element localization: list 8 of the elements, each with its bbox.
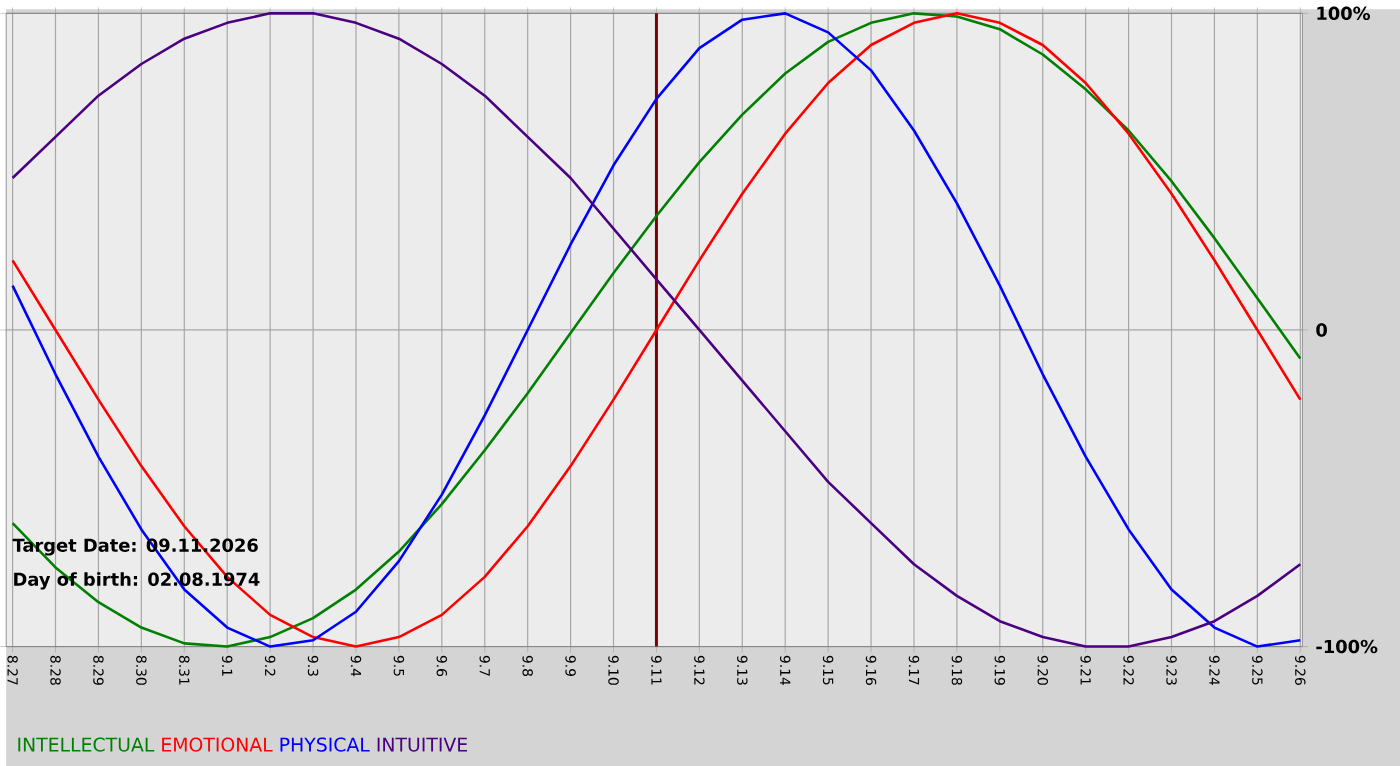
y-tick-label: 100% — [1317, 6, 1371, 21]
text: PHYSICAL — [280, 737, 370, 752]
y-tick-label: -100% — [1316, 639, 1378, 654]
y-tick-label: 0 — [1316, 323, 1327, 337]
text: EMOTIONAL — [162, 737, 273, 752]
text: INTUITIVE — [377, 737, 468, 752]
text: INTELLECTUAL — [18, 737, 155, 752]
line-series — [11, 12, 1302, 648]
